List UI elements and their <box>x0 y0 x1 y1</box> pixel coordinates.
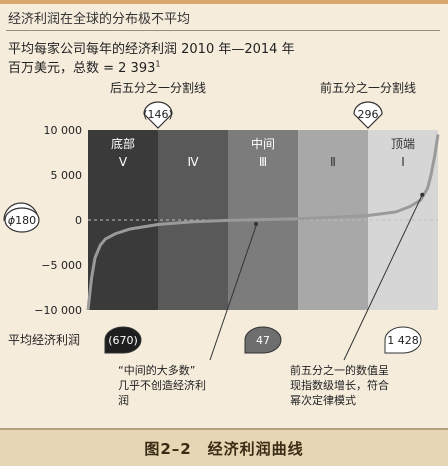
quintile-roman-numeral: Ⅲ <box>259 155 267 169</box>
y-tick-label: −5 000 <box>41 259 82 272</box>
y-tick-label: 0 <box>75 214 82 227</box>
quintile-band <box>88 130 158 310</box>
header-title: 经济利润在全球的分布极不平均 <box>8 12 191 27</box>
top-quintile-note-line: 前五分之一的数值呈 <box>290 363 389 377</box>
quintile-average-row-label: 平均经济利润 <box>8 332 80 347</box>
top-quintile-pointer <box>343 194 423 361</box>
y-tick-label: 10 000 <box>44 124 83 137</box>
top-quintile-cutoff-value: 296 <box>358 108 379 121</box>
quintile-roman-numeral: Ⅴ <box>119 155 128 169</box>
quintile-average-bubble <box>244 326 282 354</box>
quintile-average-bubble <box>384 326 422 354</box>
middle-majority-note-line: 几乎不创造经济利 <box>118 378 206 392</box>
quintile-average-value: 1 428 <box>387 334 419 347</box>
middle-majority-pointer <box>209 225 257 361</box>
subtitle-line-1: 平均每家公司每年的经济利润 2010 年—2014 年 <box>8 42 295 57</box>
top-quintile-note-line: 现指数级增长，符合 <box>290 378 389 392</box>
top-accent-rule <box>0 0 448 4</box>
quintile-label: 底部 <box>111 136 135 151</box>
top-quintile-note-line: 幂次定律模式 <box>290 393 356 407</box>
subtitle-footnote-mark: 1 <box>155 59 161 69</box>
average-value-label: ϕ180 <box>8 214 36 227</box>
quintile-roman-numeral: Ⅰ <box>401 155 405 169</box>
average-value-bubble <box>4 207 40 233</box>
middle-majority-note-line: “中间的大多数” <box>118 363 195 377</box>
figure-caption: 图2–2 经济利润曲线 <box>144 439 304 458</box>
bottom-quintile-cutoff-value: (146) <box>143 108 173 121</box>
figure-caption-bar: 图2–2 经济利润曲线 <box>0 428 448 466</box>
subtitle-line-2: 百万美元，总数 = 2 3931 <box>8 57 160 76</box>
quintile-average-value: (670) <box>108 334 138 347</box>
quintile-average-bubble <box>104 326 142 354</box>
economic-profit-curve <box>86 134 440 311</box>
bottom-quintile-cutoff-label: 后五分之一分割线 <box>110 80 206 95</box>
top-quintile-cutoff-label: 前五分之一分割线 <box>320 80 416 95</box>
average-value-number: 180 <box>15 214 36 227</box>
y-tick-label: −10 000 <box>34 304 82 317</box>
quintile-roman-numeral: Ⅳ <box>187 155 198 169</box>
average-value-prefix: ϕ <box>8 214 15 227</box>
header-divider <box>6 30 440 31</box>
middle-majority-note-line: 润 <box>118 393 129 407</box>
quintile-band <box>298 130 368 310</box>
subtitle-line-2-text: 百万美元，总数 = 2 393 <box>8 61 156 76</box>
quintile-average-value: 47 <box>256 334 270 347</box>
y-tick-label: 5 000 <box>51 169 83 182</box>
top-quintile-cutoff-pin <box>353 101 383 129</box>
bottom-quintile-cutoff-pin <box>143 101 173 129</box>
quintile-label: 中间 <box>251 136 275 151</box>
quintile-roman-numeral: Ⅱ <box>330 155 336 169</box>
middle-majority-pointer-dot <box>254 222 258 226</box>
quintile-label: 顶端 <box>391 137 415 151</box>
top-quintile-pointer-dot <box>420 192 425 197</box>
